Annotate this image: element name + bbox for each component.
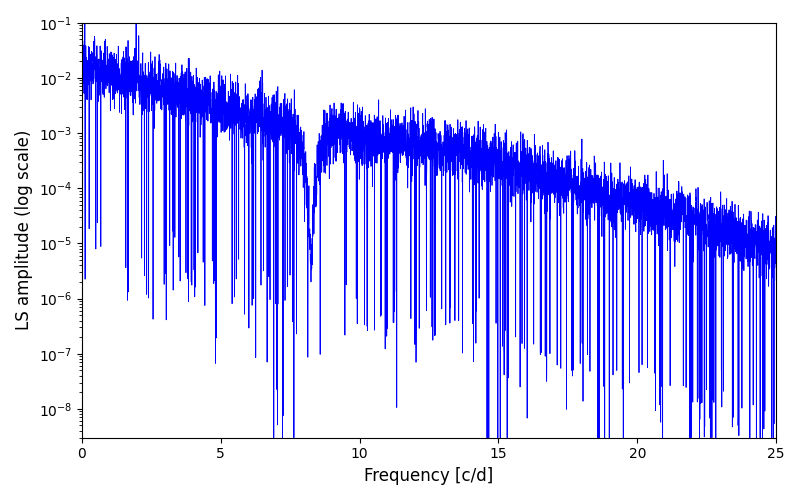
Y-axis label: LS amplitude (log scale): LS amplitude (log scale) [15, 130, 33, 330]
X-axis label: Frequency [c/d]: Frequency [c/d] [364, 467, 494, 485]
